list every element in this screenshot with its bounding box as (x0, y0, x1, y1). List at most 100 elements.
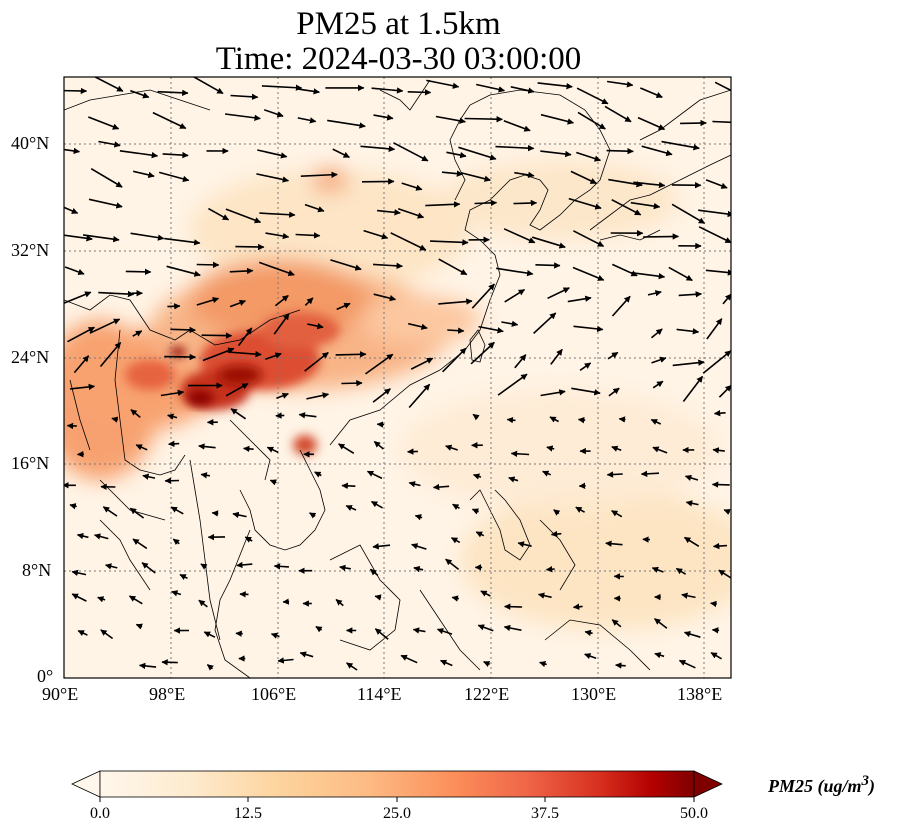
wind-arrow (472, 413, 480, 421)
wind-arrow (458, 146, 497, 161)
wind-arrow (64, 266, 85, 276)
wind-arrow (332, 148, 350, 159)
lat-tick-40n: 40°N (11, 133, 50, 153)
wind-arrow (671, 203, 706, 224)
wind-arrow (611, 445, 622, 452)
wind-arrow (170, 506, 184, 515)
wind-arrow (373, 114, 394, 121)
wind-arrow (236, 561, 253, 569)
wind-arrow (425, 201, 461, 208)
wind-arrow (537, 592, 552, 599)
wind-arrow (128, 595, 143, 605)
wind-arrow (510, 450, 530, 457)
wind-arrow (304, 203, 325, 213)
wind-arrow (266, 446, 279, 454)
wind-arrow (298, 412, 317, 419)
wind-arrow (410, 357, 434, 370)
wind-arrow (374, 594, 382, 601)
wind-arrow (69, 503, 77, 510)
wind-arrow (539, 660, 547, 668)
wind-arrow (631, 271, 666, 280)
wind-arrow (129, 507, 145, 519)
wind-arrow (643, 233, 680, 240)
wind-arrow (390, 232, 427, 251)
wind-arrow (98, 290, 135, 298)
wind-arrow (94, 77, 124, 92)
wind-arrow (608, 178, 643, 188)
lat-tick-0: 0° (37, 666, 54, 686)
wind-arrow (476, 83, 506, 93)
wind-arrow (304, 351, 329, 372)
wind-arrow (501, 320, 519, 327)
wind-arrow (607, 351, 619, 360)
wind-arrow (540, 113, 575, 125)
wind-arrow (618, 416, 626, 423)
wind-arrow (471, 283, 495, 309)
wind-arrow (412, 627, 426, 634)
wind-arrow (513, 199, 538, 207)
wind-arrow (651, 356, 667, 364)
wind-arrow (304, 297, 314, 306)
wind-arrow (125, 268, 152, 276)
wind-arrow (651, 566, 664, 573)
wind-arrow (611, 510, 623, 518)
wind-arrow (675, 567, 687, 575)
wind-arrow (630, 201, 661, 210)
wind-arrow (547, 287, 570, 300)
wind-arrow (224, 113, 261, 121)
wind-arrow (575, 506, 585, 513)
wind-arrow (198, 443, 216, 450)
wind-arrow (297, 88, 320, 95)
pm25-field (64, 77, 731, 678)
wind-arrow (414, 514, 423, 521)
wind-arrow (471, 508, 480, 515)
wind-arrow (545, 566, 555, 573)
wind-arrow (170, 326, 196, 334)
wind-arrow (201, 332, 233, 339)
wind-arrow (230, 408, 247, 420)
wind-arrow (206, 663, 214, 671)
wind-arrow (577, 111, 606, 130)
wind-arrow (369, 568, 379, 577)
wind-arrow (341, 482, 356, 490)
wind-arrow (300, 171, 338, 178)
wind-arrow (243, 445, 254, 453)
wind-arrow (452, 503, 460, 510)
wind-arrow (407, 89, 432, 96)
wind-arrow (650, 328, 663, 339)
wind-arrow (229, 299, 246, 308)
wind-arrow (365, 353, 394, 375)
wind-arrow (309, 512, 317, 519)
wind-arrow (373, 293, 397, 302)
wind-arrow (668, 266, 693, 282)
wind-arrow (584, 653, 597, 660)
wind-arrow (401, 182, 423, 191)
wind-arrow (514, 354, 527, 369)
wind-arrow (683, 631, 701, 638)
wind-arrow (371, 87, 404, 94)
wind-arrow (572, 603, 583, 610)
wind-arrow (680, 119, 707, 127)
lat-tick-16n: 16°N (11, 453, 50, 473)
wind-arrow (100, 629, 114, 640)
lon-tick-98e: 98°E (149, 684, 186, 704)
wind-arrow (615, 662, 626, 669)
wind-arrow (276, 392, 289, 400)
wind-arrow (230, 93, 259, 101)
wind-arrow (685, 500, 699, 507)
wind-arrow (537, 82, 573, 90)
wind-arrow (227, 350, 262, 358)
wind-arrow (66, 422, 77, 430)
wind-arrow (88, 198, 123, 209)
wind-arrow (76, 532, 89, 540)
wind-arrow (503, 603, 523, 610)
wind-arrow (573, 325, 604, 333)
wind-arrow (705, 269, 731, 276)
wind-arrow (89, 318, 121, 334)
wind-arrow (265, 232, 290, 240)
wind-arrow (90, 168, 123, 188)
wind-arrow (273, 563, 289, 570)
wind-arrow (540, 389, 566, 397)
wind-arrow (647, 290, 662, 297)
wind-arrow (164, 237, 201, 246)
